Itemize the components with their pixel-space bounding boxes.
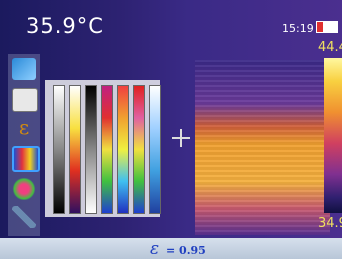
palette-rainbow[interactable] bbox=[101, 85, 113, 214]
emissivity-symbol: ε bbox=[150, 239, 159, 259]
palette-panel bbox=[45, 80, 160, 217]
zoom-icon[interactable] bbox=[12, 58, 36, 80]
palette-iron[interactable] bbox=[69, 85, 81, 214]
palette-cool[interactable] bbox=[149, 85, 161, 214]
palette-hot[interactable] bbox=[133, 85, 145, 214]
thermal-texture bbox=[195, 60, 330, 235]
emissivity-value: = 0.95 bbox=[166, 244, 206, 257]
clock: 15:19 bbox=[282, 22, 314, 35]
crosshair bbox=[180, 129, 182, 147]
scale-min: 34.9 bbox=[318, 216, 342, 231]
palette-gray[interactable] bbox=[53, 85, 65, 214]
settings-icon[interactable] bbox=[12, 206, 36, 228]
thermal-screen: 35.9°C 15:19 44.4 34.9 ε ε = 0.95 bbox=[0, 0, 342, 259]
palette-gray-inv[interactable] bbox=[85, 85, 97, 214]
alarm-icon[interactable] bbox=[12, 178, 36, 200]
emissivity-icon[interactable]: ε bbox=[12, 116, 36, 138]
cursor-icon[interactable] bbox=[12, 88, 38, 112]
battery-icon bbox=[316, 21, 338, 33]
scale-max: 44.4 bbox=[318, 40, 342, 55]
color-scale-bar bbox=[324, 58, 342, 213]
spot-temperature: 35.9°C bbox=[26, 14, 104, 38]
side-menu: ε bbox=[8, 54, 40, 236]
palette-icon[interactable] bbox=[12, 146, 40, 172]
palette-rainbow2[interactable] bbox=[117, 85, 129, 214]
